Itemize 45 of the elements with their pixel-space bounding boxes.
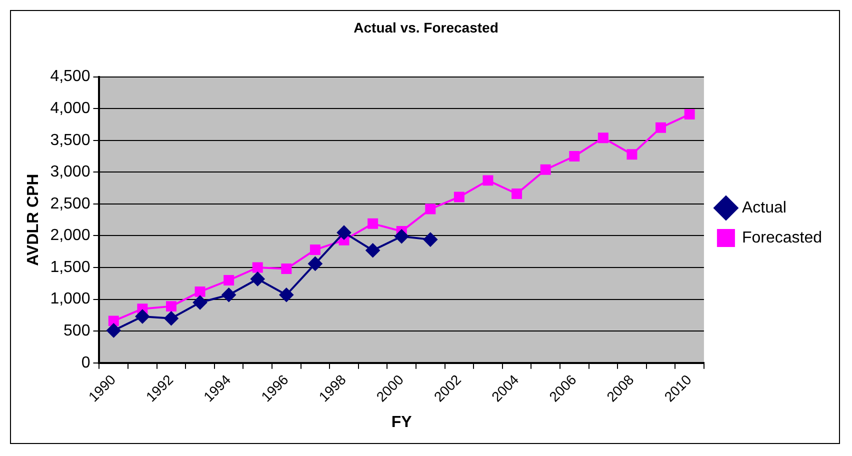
point bbox=[454, 192, 464, 202]
point bbox=[281, 264, 292, 274]
point bbox=[166, 301, 176, 312]
point bbox=[366, 243, 380, 258]
point bbox=[684, 109, 695, 120]
point bbox=[626, 149, 638, 160]
point bbox=[540, 164, 551, 175]
point bbox=[135, 309, 150, 324]
point bbox=[337, 226, 352, 240]
point bbox=[656, 122, 666, 133]
point bbox=[164, 311, 178, 326]
y-tick-label: 0 bbox=[81, 354, 90, 372]
point bbox=[279, 288, 294, 302]
y-axis-title: AVDLR CPH bbox=[25, 174, 42, 266]
point bbox=[310, 244, 320, 255]
point bbox=[250, 272, 265, 286]
y-tick-label: 1,000 bbox=[50, 290, 90, 308]
point bbox=[252, 262, 263, 273]
legend-label: Forecasted bbox=[742, 229, 822, 246]
point bbox=[224, 275, 234, 286]
point bbox=[423, 232, 438, 247]
point bbox=[394, 229, 409, 244]
point bbox=[106, 323, 121, 338]
x-axis-title: FY bbox=[391, 414, 412, 431]
point bbox=[598, 132, 608, 144]
y-tick-label: 500 bbox=[64, 322, 90, 340]
point bbox=[193, 296, 208, 310]
point bbox=[482, 175, 494, 186]
point bbox=[194, 286, 206, 297]
y-tick-label: 2,000 bbox=[50, 227, 90, 244]
point bbox=[425, 204, 436, 214]
y-tick-label: 3,500 bbox=[50, 132, 90, 149]
y-tick-label: 4,000 bbox=[50, 100, 90, 117]
legend-label: Actual bbox=[742, 199, 786, 216]
point bbox=[308, 256, 322, 271]
point bbox=[222, 288, 236, 302]
y-tick-label: 3,000 bbox=[50, 164, 90, 181]
point bbox=[569, 151, 580, 162]
point bbox=[108, 316, 119, 326]
y-tick-label: 2,500 bbox=[50, 195, 90, 212]
y-tick-label: 1,500 bbox=[50, 258, 90, 276]
chart-title: Actual vs. Forecasted bbox=[354, 19, 498, 36]
y-tick-label: 4,500 bbox=[50, 68, 90, 86]
point bbox=[368, 218, 378, 229]
point bbox=[512, 188, 522, 200]
